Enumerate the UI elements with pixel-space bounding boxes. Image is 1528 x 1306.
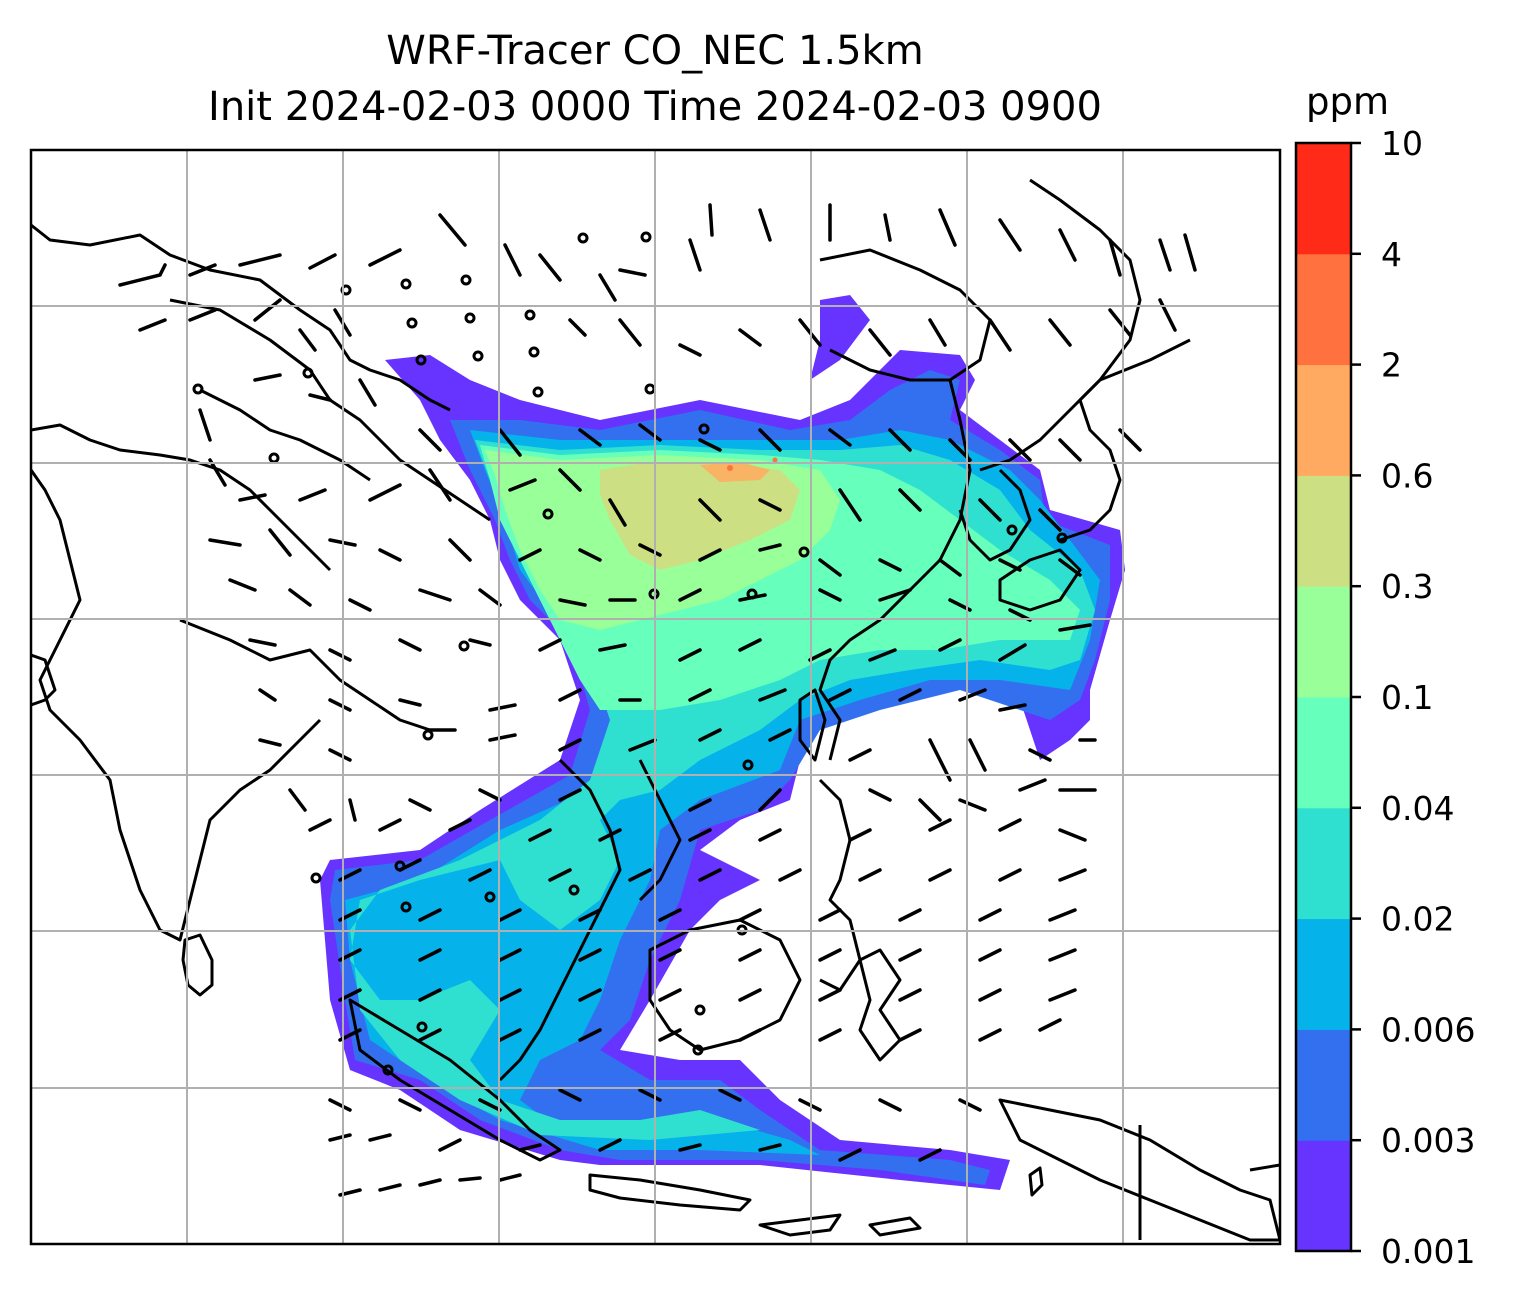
colorbar-tick-label: 0.003 <box>1381 1121 1475 1160</box>
wind-barbs <box>118 203 1197 1197</box>
colorbar-segment <box>1296 1140 1351 1252</box>
gridlines <box>31 150 1280 1244</box>
colorbar-tick-label: 0.1 <box>1381 678 1433 717</box>
colorbar-tick-label: 4 <box>1381 235 1402 274</box>
colorbar-segment <box>1296 1029 1351 1141</box>
colorbar-tick-label: 0.6 <box>1381 456 1433 495</box>
colorbar-segment <box>1296 918 1351 1030</box>
colorbar-tick-label: 0.001 <box>1381 1232 1475 1271</box>
colorbar-tick-label: 0.006 <box>1381 1010 1475 1049</box>
colorbar-units: ppm <box>1306 80 1390 123</box>
map-frame <box>29 148 1282 1246</box>
colorbar-tick-label: 2 <box>1381 346 1402 385</box>
colorbar-segment <box>1296 586 1351 698</box>
colorbar-tick-label: 0.02 <box>1381 900 1454 939</box>
colorbar-segment <box>1296 143 1351 255</box>
colorbar-segment <box>1296 697 1351 809</box>
coastlines <box>31 178 1280 1242</box>
colorbar-segment <box>1296 475 1351 587</box>
colorbar-segment <box>1296 364 1351 476</box>
plot-title-line1: WRF-Tracer CO_NEC 1.5km <box>386 28 924 74</box>
colorbar: 0.001 0.003 0.006 0.02 0.04 0.1 0.3 0.6 2 4 10 <box>1294 124 1475 1271</box>
plot-title-line2: Init 2024-02-03 0000 Time 2024-02-03 090… <box>208 84 1102 130</box>
colorbar-tick-label: 10 <box>1381 124 1423 163</box>
colorbar-tick-label: 0.3 <box>1381 567 1433 606</box>
colorbar-segment <box>1296 807 1351 920</box>
colorbar-segment <box>1296 253 1351 366</box>
colorbar-tick-label: 0.04 <box>1381 789 1454 828</box>
